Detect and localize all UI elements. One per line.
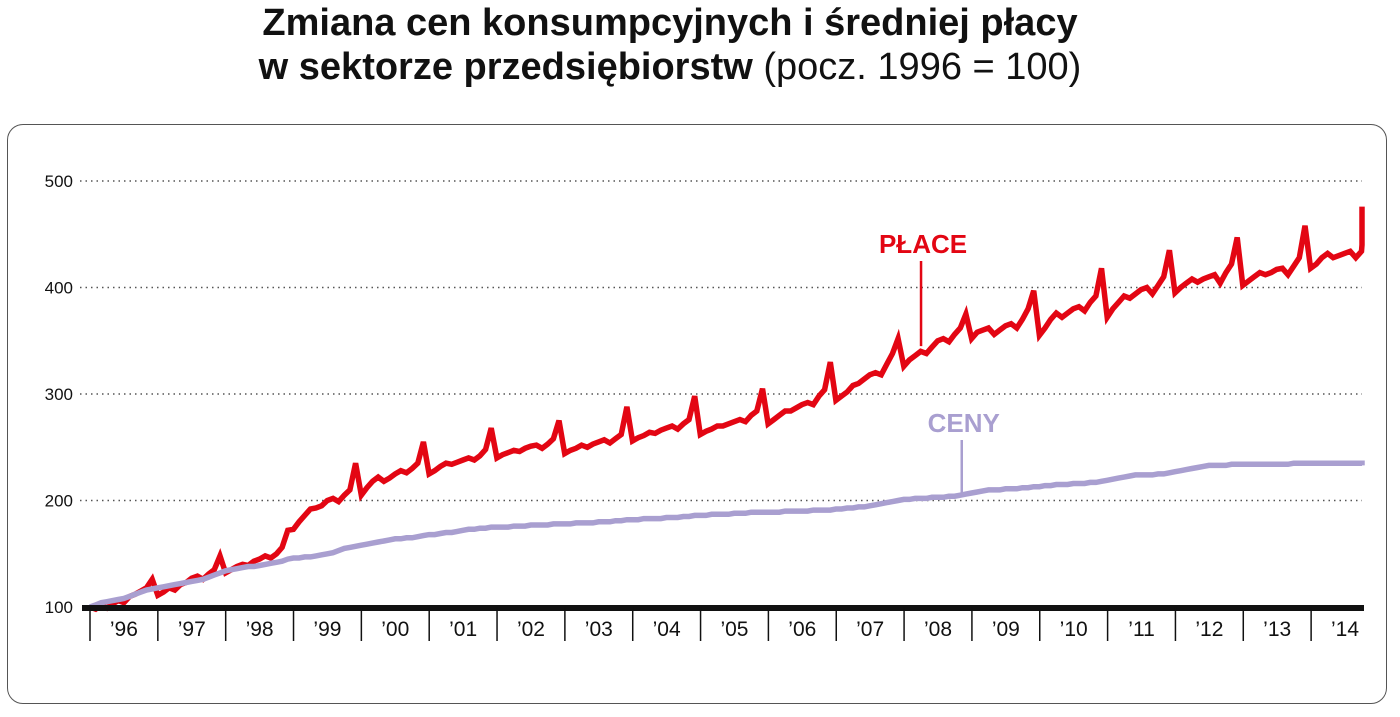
x-tick-label: ’08 xyxy=(924,618,952,641)
y-tick-label: 500 xyxy=(45,172,73,191)
y-tick-label: 400 xyxy=(45,279,73,298)
x-tick-label: ’05 xyxy=(720,618,748,641)
x-tick-label: ’02 xyxy=(517,618,545,641)
x-tick-label: ’00 xyxy=(381,618,409,641)
x-tick-label: ’97 xyxy=(178,618,206,641)
annotation-label-ceny: CENY xyxy=(928,408,1000,438)
x-tick-label: ’99 xyxy=(313,618,341,641)
x-tick-label: ’07 xyxy=(856,618,884,641)
x-tick-label: ’11 xyxy=(1128,618,1154,641)
x-tick-label: ’06 xyxy=(788,618,816,641)
x-axis-line xyxy=(82,605,1364,611)
x-tick-label: ’10 xyxy=(1060,618,1088,641)
series-line-ceny xyxy=(89,460,1365,610)
x-tick-label: ’13 xyxy=(1263,618,1291,641)
x-tick-label: ’96 xyxy=(110,618,138,641)
title-line-2-note: (pocz. 1996 = 100) xyxy=(752,46,1082,88)
title-line-2-bold: w sektorze przedsiębiorstw xyxy=(258,46,753,88)
x-tick-label: ’01 xyxy=(449,618,477,641)
x-tick-label: ’14 xyxy=(1331,618,1359,641)
title-line-2: w sektorze przedsiębiorstw (pocz. 1996 =… xyxy=(0,44,1340,90)
x-tick-label: ’04 xyxy=(653,618,681,641)
title-line-1: Zmiana cen konsumpcyjnych i średniej pła… xyxy=(262,2,1078,44)
y-tick-label: 100 xyxy=(45,598,73,617)
series-line-place xyxy=(89,206,1365,613)
x-tick-label: ’12 xyxy=(1195,618,1223,641)
y-tick-label: 300 xyxy=(45,385,73,404)
x-tick-label: ’09 xyxy=(992,618,1020,641)
x-tick-label: ’98 xyxy=(246,618,274,641)
x-tick-label: ’03 xyxy=(585,618,613,641)
y-tick-label: 200 xyxy=(45,492,73,511)
annotation-label-place: PŁACE xyxy=(879,229,967,259)
